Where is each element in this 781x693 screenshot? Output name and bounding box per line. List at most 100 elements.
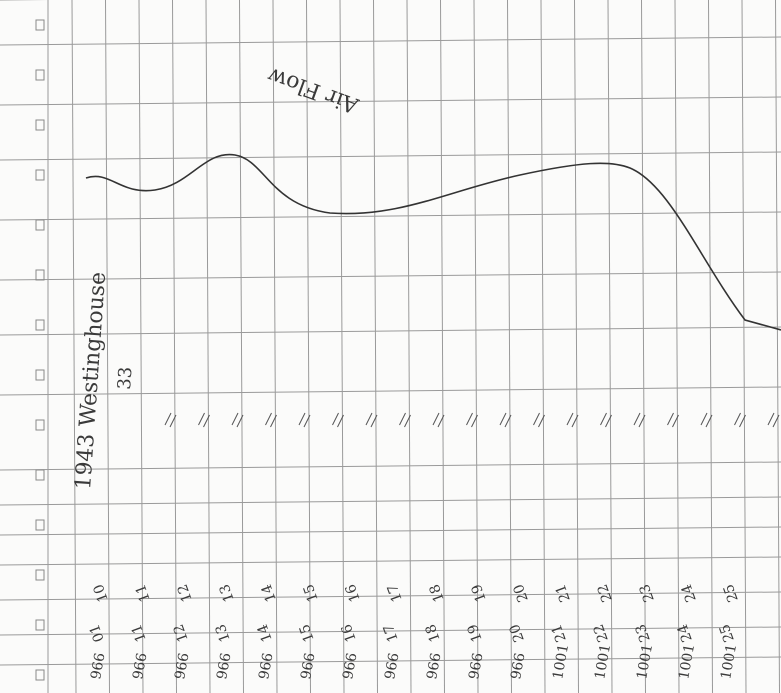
row-entry: 25 [721, 582, 742, 604]
grid-vline [440, 0, 445, 693]
grid-hline [0, 656, 781, 666]
grid-vline [306, 0, 311, 693]
ditto-marks [164, 412, 780, 428]
row-entry: 966 [214, 652, 234, 681]
row-entry: 21 [549, 622, 570, 644]
row-entry: 17 [381, 622, 402, 644]
row-entry: 16 [339, 622, 360, 644]
row-entry: 966 [172, 652, 192, 681]
row-entry: 25 [717, 622, 738, 644]
grid-vline [607, 0, 613, 693]
row-entry: 966 [424, 652, 444, 681]
row-entry: 966 [382, 652, 402, 681]
left-cell-mark [35, 69, 45, 81]
row-entry: 01 [87, 622, 108, 644]
curve [85, 153, 781, 331]
row-entry: 1001 [634, 643, 656, 681]
row-entry: 14 [259, 582, 280, 604]
grid-hline [0, 526, 781, 536]
row-entry: 18 [427, 582, 448, 604]
left-cell-mark [35, 219, 45, 231]
ditto [700, 412, 713, 428]
ditto [198, 412, 210, 428]
grid-hline [0, 461, 781, 471]
grid-hline [0, 591, 781, 601]
ditto [499, 412, 512, 428]
row-entry: 10 [91, 582, 112, 604]
row-entry: 1001 [676, 643, 698, 681]
row-entry: 15 [301, 582, 322, 604]
row-entry: 16 [343, 582, 364, 604]
row-entry: 23 [637, 582, 658, 604]
grid-vline [775, 0, 780, 693]
left-cell-mark [35, 619, 45, 631]
row-entry: 1001 [718, 643, 740, 681]
left-cell-mark [35, 369, 45, 381]
grid-vline [205, 0, 211, 693]
row-entry: 966 [88, 652, 108, 681]
left-cell-mark [35, 119, 45, 131]
row-entry: 20 [507, 622, 528, 644]
grid-vline [339, 0, 345, 693]
grid-vline [239, 0, 244, 693]
grid-hline [0, 271, 781, 281]
ditto [399, 412, 411, 428]
grid-vline [105, 0, 110, 693]
grid-hline [0, 326, 781, 336]
row-entry: 22 [595, 582, 616, 604]
row-entry: 12 [171, 622, 192, 644]
grid-vline [708, 0, 713, 693]
grid-vline [473, 0, 479, 693]
row-entry: 17 [385, 582, 406, 604]
row-entry: 15 [297, 622, 318, 644]
row-entry: 12 [175, 582, 196, 604]
row-entry: 11 [133, 582, 154, 604]
row-entry: 21 [553, 582, 574, 604]
grid-vline [71, 0, 77, 693]
grid-vline [641, 0, 646, 693]
row-entry: 20 [511, 582, 532, 604]
grid-hline [0, 556, 781, 566]
ditto [566, 412, 579, 428]
grid-hline [0, 151, 781, 161]
row-entry: 22 [591, 622, 612, 644]
grid-vline [507, 0, 512, 693]
ditto [633, 412, 646, 428]
left-cell-mark [35, 319, 45, 331]
left-cell-mark [35, 419, 45, 431]
ditto [332, 412, 344, 428]
grid-hline [0, 36, 781, 46]
ditto [466, 412, 478, 428]
row-entry: 14 [255, 622, 276, 644]
left-cell-mark [35, 519, 45, 531]
row-entry: 18 [423, 622, 444, 644]
left-cell-mark [35, 269, 45, 281]
grid-vline [741, 0, 747, 693]
ditto [298, 412, 311, 428]
row-entry: 966 [340, 652, 360, 681]
ditto [600, 412, 612, 428]
row-entry: 13 [217, 582, 238, 604]
row-entry: 24 [679, 582, 700, 604]
row-entry: 966 [298, 652, 318, 681]
left-cell-mark [35, 669, 45, 681]
ditto [533, 412, 545, 428]
grid-vline [172, 0, 177, 693]
row-entry: 966 [508, 652, 528, 681]
row-entry: 24 [675, 622, 696, 644]
row-entry: 1001 [550, 643, 572, 681]
grid-vline [406, 0, 412, 693]
grid-hline [0, 96, 781, 106]
ditto [365, 412, 378, 428]
grid-vline [373, 0, 378, 693]
grid-hline [0, 626, 781, 636]
grid-vline [674, 0, 680, 693]
left-cell-mark [35, 169, 45, 181]
ditto [734, 412, 746, 428]
ditto [265, 412, 277, 428]
grid-vline [138, 0, 144, 693]
grid-hline [0, 386, 781, 396]
grid-hline [0, 496, 781, 506]
